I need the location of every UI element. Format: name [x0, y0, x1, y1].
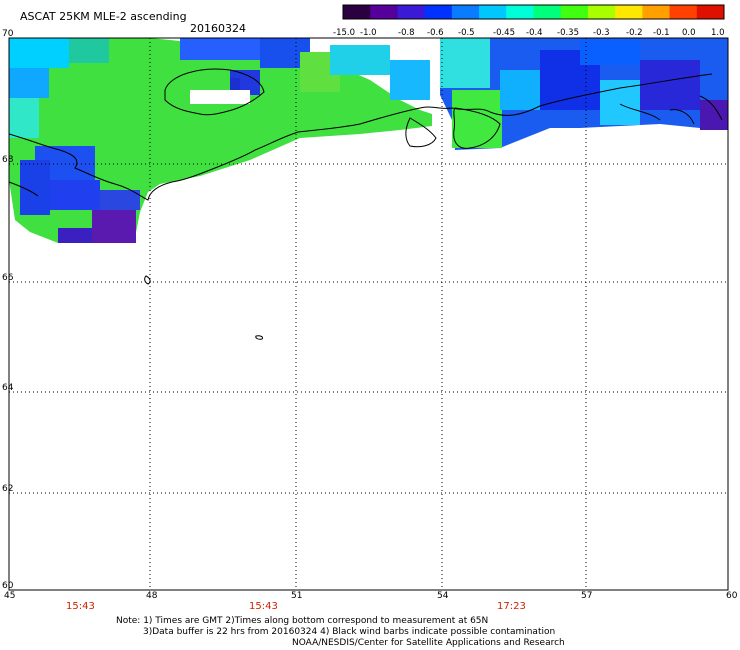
colorbar-label: -1.0	[360, 28, 377, 38]
time-label: 17:23	[497, 601, 526, 612]
colorbar-swatch	[506, 5, 534, 19]
gulf-curve	[8, 181, 39, 197]
colorbar-swatch	[479, 5, 507, 19]
time-label: 15:43	[66, 601, 95, 612]
colorbar-swatch	[615, 5, 643, 19]
colorbar-swatch	[560, 5, 589, 19]
product-date: 20160324	[190, 22, 246, 35]
wind-data-field	[9, 38, 728, 243]
time-label: 15:43	[249, 601, 278, 612]
small-island-1	[144, 275, 151, 285]
pechora-delta	[405, 117, 437, 148]
colorbar-label: -0.5	[458, 28, 475, 38]
colorbar-swatch	[370, 5, 398, 19]
colorbar-label: 1.0	[711, 28, 725, 38]
east-coast-fragments	[619, 95, 723, 125]
lat-label: 60	[2, 581, 14, 591]
colorbar-label: -0.3	[593, 28, 610, 38]
note-line-2: 3)Data buffer is 22 hrs from 20160324 4)…	[143, 627, 556, 637]
map-frame	[8, 37, 729, 591]
product-title: ASCAT 25KM MLE-2 ascending	[20, 10, 187, 23]
colorbar-label: 0.0	[682, 28, 696, 38]
colorbar-swatch	[424, 5, 453, 19]
colorbar-frame	[342, 4, 725, 20]
colorbar-swatch	[397, 5, 426, 19]
lon-label: 45	[4, 591, 15, 601]
colorbar-label: -0.6	[427, 28, 444, 38]
colorbar-swatch	[343, 5, 371, 19]
lon-label: 51	[291, 591, 302, 601]
colorbar-labels: -15.0 -1.0 -0.8 -0.6 -0.5 -0.45 -0.4 -0.…	[333, 28, 725, 38]
coastline	[8, 68, 723, 340]
colorbar-swatch	[533, 5, 562, 19]
colorbar-label: -15.0	[333, 28, 355, 38]
lat-label: 68	[2, 155, 14, 165]
note-line-1: Note: 1) Times are GMT 2)Times along bot…	[116, 616, 489, 626]
colorbar-label: -0.8	[398, 28, 415, 38]
colorbar-swatch	[451, 5, 480, 19]
small-island-2	[255, 335, 263, 340]
colorbar-label: -0.2	[626, 28, 643, 38]
lon-label: 48	[146, 591, 158, 601]
kolguev-island	[453, 107, 501, 149]
lat-label: 64	[2, 383, 14, 393]
colorbar-label: -0.45	[493, 28, 515, 38]
lon-label: 60	[726, 591, 738, 601]
colorbar-label: -0.4	[526, 28, 543, 38]
colorbar-label: -0.1	[653, 28, 670, 38]
colorbar	[342, 4, 725, 20]
credit-line: NOAA/NESDIS/Center for Satellite Applica…	[292, 638, 565, 648]
colorbar-label: -0.35	[557, 28, 579, 38]
colorbar-swatch	[642, 5, 671, 19]
lat-label: 62	[2, 484, 13, 494]
colorbar-swatch	[696, 5, 725, 19]
time-labels: 15:43 15:43 17:23	[66, 601, 526, 612]
lat-label: 70	[2, 29, 14, 39]
graticule	[9, 38, 728, 590]
kanin-peninsula-coast	[164, 68, 265, 116]
lat-labels: 70 68 66 64 62 60	[2, 29, 14, 591]
lat-label: 66	[2, 273, 14, 283]
colorbar-swatch	[669, 5, 698, 19]
lon-labels: 45 48 51 54 57 60	[4, 591, 738, 601]
lon-label: 54	[437, 591, 449, 601]
mainland-coast	[8, 73, 713, 201]
colorbar-swatch	[587, 5, 616, 19]
lon-label: 57	[581, 591, 592, 601]
